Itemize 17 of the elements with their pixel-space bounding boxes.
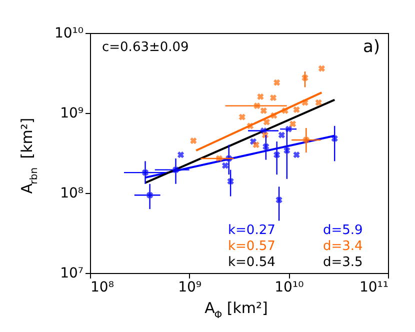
y-tick-label: 10⁹	[60, 106, 84, 122]
annotation: k=0.27	[228, 223, 276, 238]
annotation: d=5.9	[323, 223, 363, 238]
y-tick-label: 10⁸	[60, 186, 84, 202]
y-tick-label: 10⁷	[60, 266, 84, 282]
annotation: d=3.5	[323, 255, 363, 270]
annotation: k=0.54	[228, 255, 276, 270]
x-tick-label: 10⁸	[90, 280, 114, 296]
x-tick-label: 10¹⁰	[274, 280, 304, 296]
y-tick-label: 10¹⁰	[54, 26, 84, 42]
annotation: c=0.63±0.09	[102, 40, 189, 55]
annotation: k=0.57	[228, 239, 276, 254]
x-tick-label: 10¹¹	[359, 280, 388, 296]
x-tick-label: 10⁹	[178, 280, 202, 296]
annotation: a)	[362, 37, 380, 57]
annotation: d=3.4	[323, 239, 363, 254]
y-axis-title: Arbn [km²]	[18, 118, 40, 194]
